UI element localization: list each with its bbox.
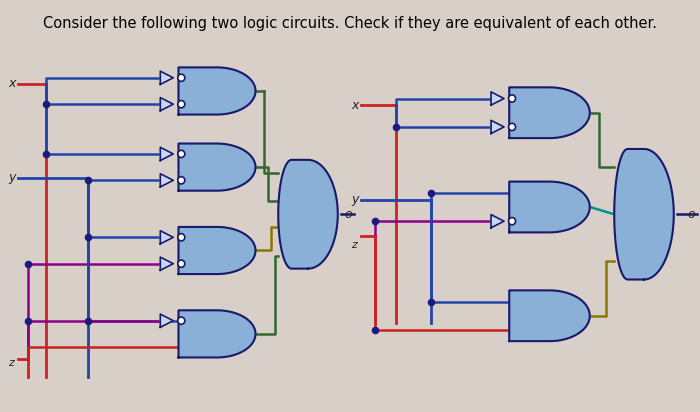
Point [82, 317, 93, 324]
Point [425, 298, 436, 305]
Polygon shape [160, 231, 174, 244]
Polygon shape [491, 92, 504, 105]
Polygon shape [160, 174, 174, 187]
Text: x: x [351, 99, 358, 112]
Polygon shape [160, 98, 174, 111]
Point [390, 124, 401, 130]
Polygon shape [491, 120, 504, 133]
Point [40, 151, 51, 157]
Text: z: z [10, 356, 15, 366]
Polygon shape [491, 215, 504, 228]
Polygon shape [160, 257, 174, 270]
Circle shape [178, 260, 185, 267]
Polygon shape [510, 182, 589, 232]
Text: o: o [687, 208, 694, 221]
Text: y: y [8, 171, 15, 185]
Polygon shape [160, 147, 174, 161]
Polygon shape [615, 149, 673, 279]
Text: y: y [351, 193, 358, 206]
Point [369, 218, 380, 225]
Point [82, 234, 93, 241]
Text: o: o [344, 208, 351, 221]
Circle shape [178, 234, 185, 241]
Polygon shape [178, 143, 256, 191]
Circle shape [178, 177, 185, 184]
Circle shape [178, 317, 185, 324]
Circle shape [508, 123, 515, 131]
Point [22, 317, 34, 324]
Text: x: x [8, 77, 15, 90]
Circle shape [508, 218, 515, 225]
Polygon shape [178, 310, 256, 358]
Polygon shape [160, 314, 174, 327]
Circle shape [178, 150, 185, 157]
Circle shape [178, 101, 185, 108]
Polygon shape [178, 227, 256, 274]
Polygon shape [510, 290, 589, 341]
Point [40, 101, 51, 108]
Point [82, 177, 93, 184]
Polygon shape [178, 68, 256, 115]
Point [22, 260, 34, 267]
Text: z: z [353, 238, 358, 248]
Circle shape [508, 95, 515, 102]
Point [369, 327, 380, 333]
Circle shape [178, 74, 185, 82]
Polygon shape [510, 87, 589, 138]
Point [425, 190, 436, 196]
Polygon shape [279, 160, 337, 269]
Text: Consider the following two logic circuits. Check if they are equivalent of each : Consider the following two logic circuit… [43, 16, 657, 31]
Polygon shape [160, 71, 174, 84]
